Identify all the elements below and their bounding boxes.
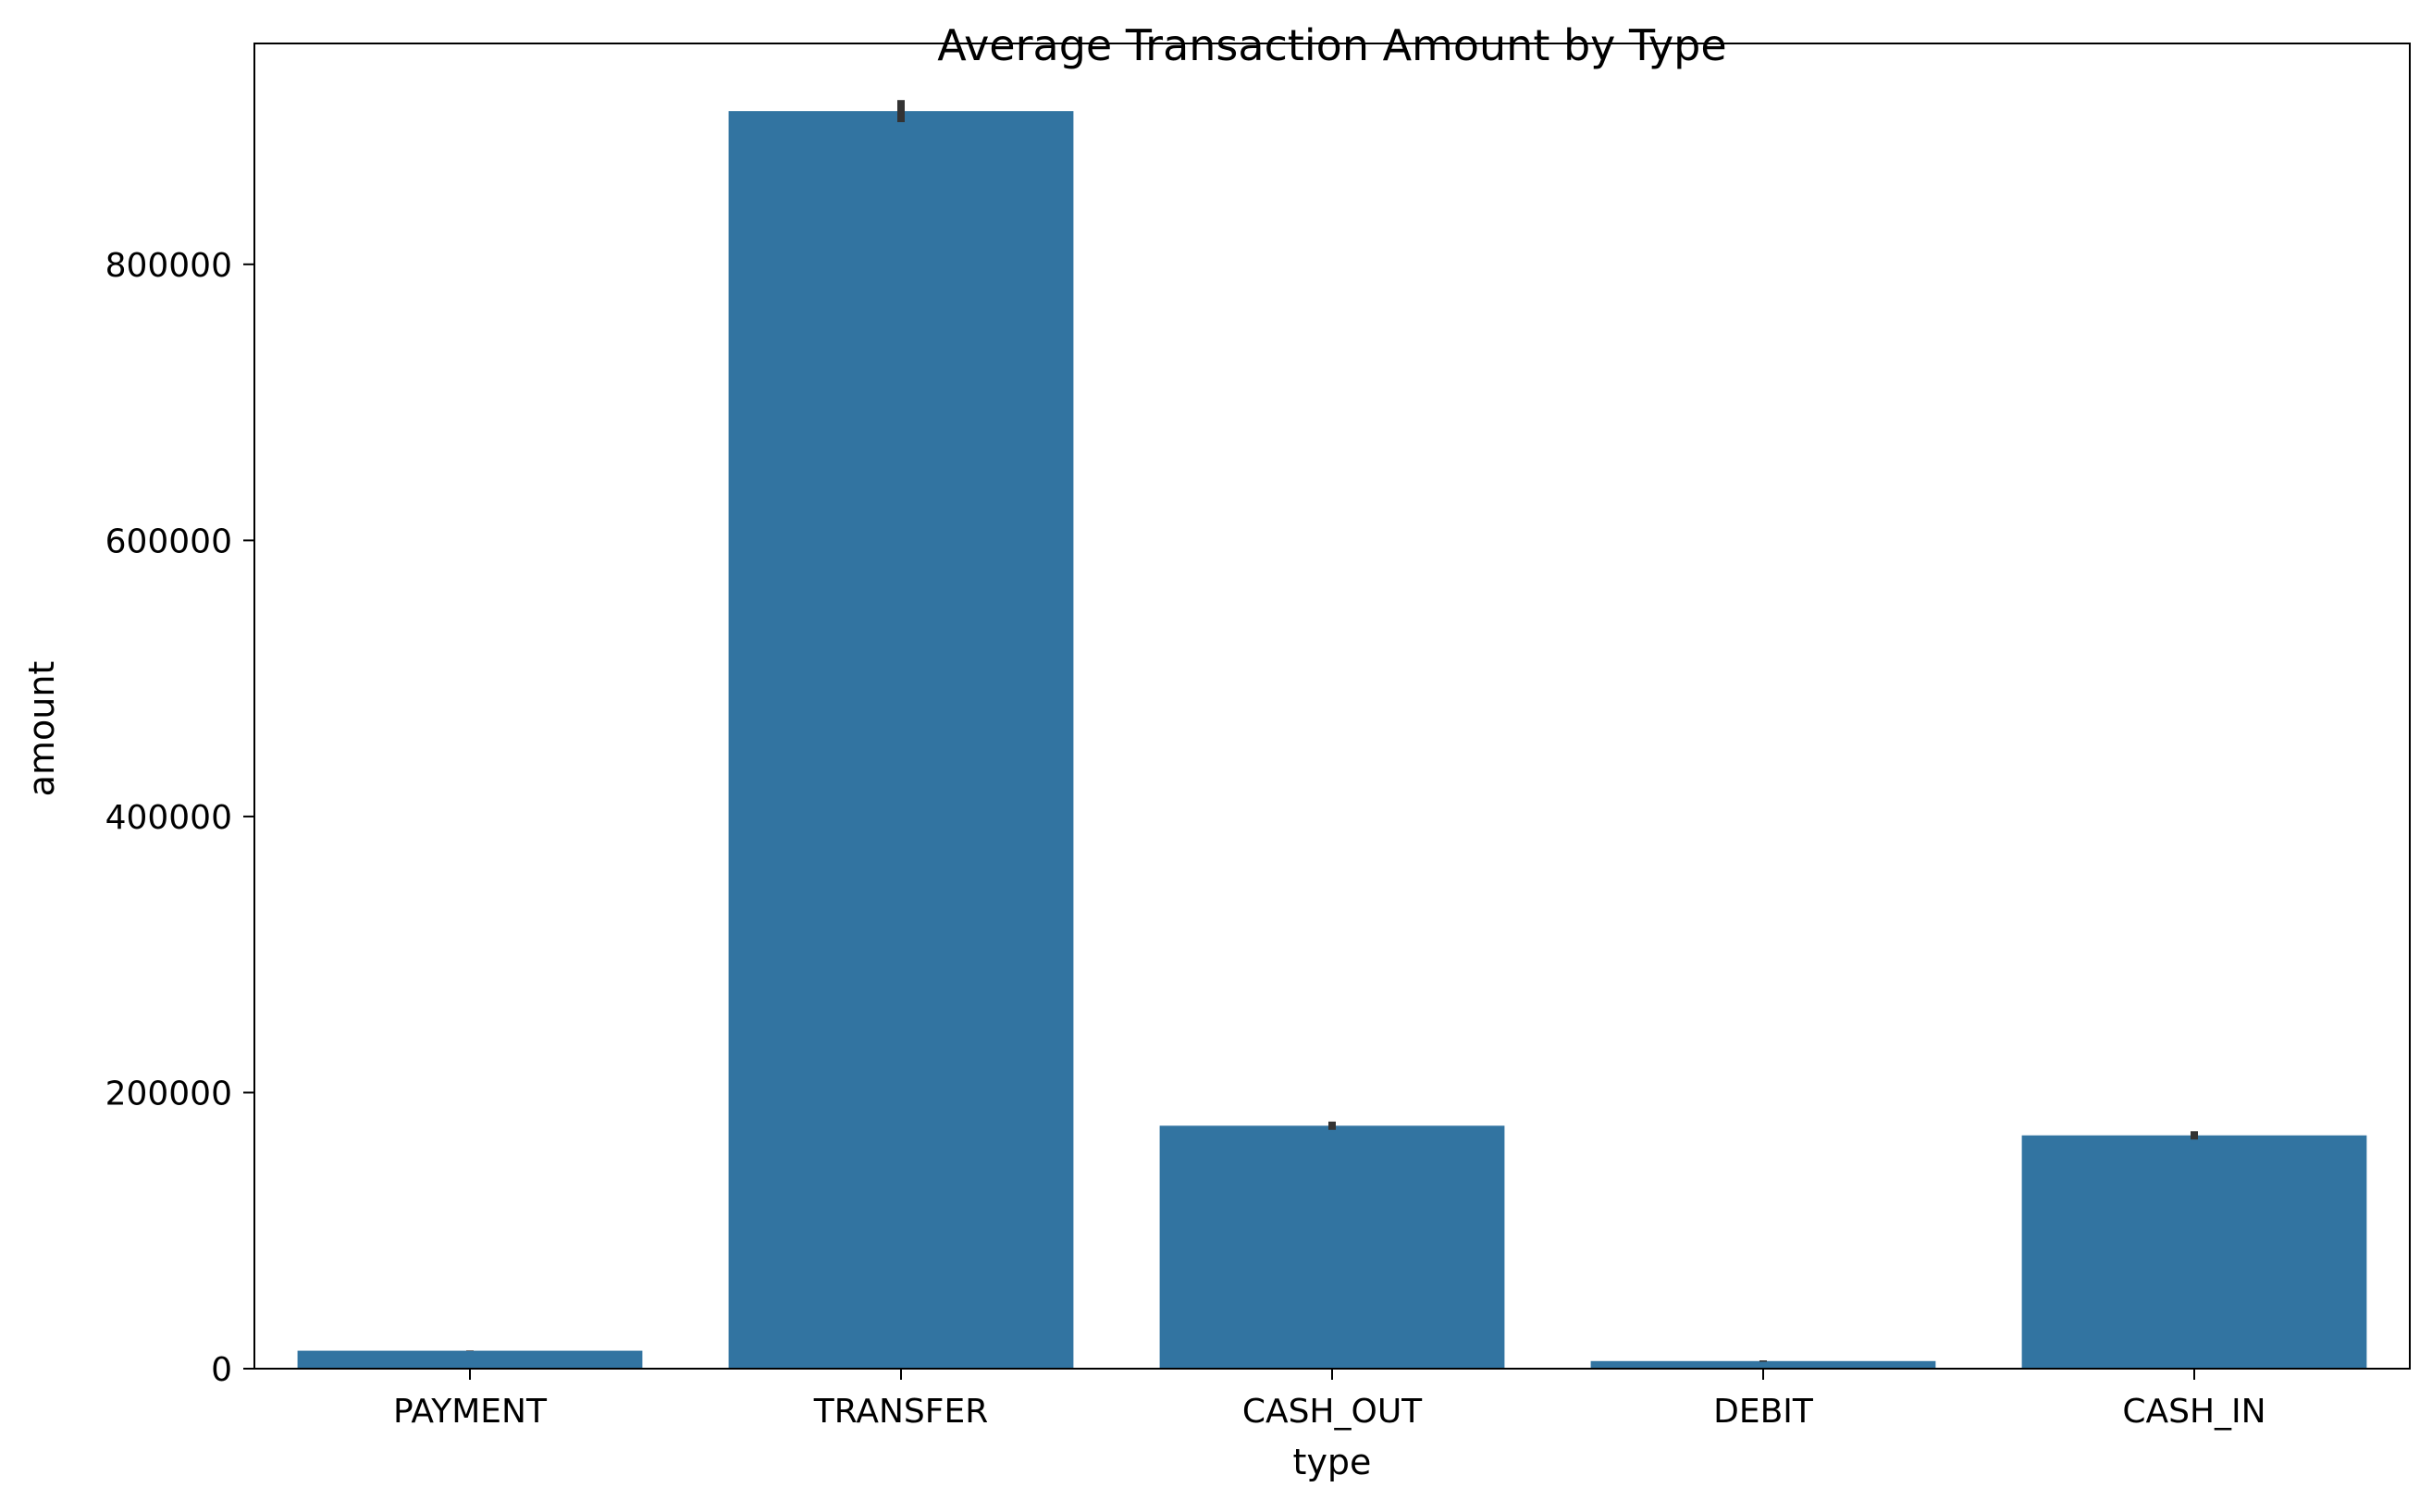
- x-tick-label-debit: DEBIT: [1713, 1393, 1814, 1431]
- x-tick-label-transfer: TRANSFER: [813, 1393, 988, 1431]
- bar-payment: [297, 1350, 643, 1369]
- bars-layer: [297, 111, 2367, 1370]
- y-tick-label: 800000: [105, 247, 232, 285]
- error-bars-layer: [466, 100, 2198, 1362]
- bar-cash-out: [1159, 1125, 1505, 1369]
- x-tick-label-cash-out: CASH_OUT: [1242, 1393, 1423, 1431]
- y-tick-label: 400000: [105, 799, 232, 837]
- bar-transfer: [728, 111, 1074, 1370]
- x-tick-label-payment: PAYMENT: [393, 1393, 548, 1431]
- x-tick-label-cash-in: CASH_IN: [2122, 1393, 2265, 1431]
- x-axis-label: type: [1293, 1442, 1372, 1482]
- y-tick-label: 200000: [105, 1075, 232, 1112]
- y-tick-label: 0: [211, 1351, 232, 1389]
- bar-cash-in: [2021, 1135, 2367, 1369]
- y-axis-label: amount: [21, 661, 62, 797]
- ticks-layer: PAYMENT TRANSFER CASH_OUT DEBIT CASH_IN 0 2000…: [105, 247, 2266, 1431]
- chart-title: Average Transaction Amount by Type: [937, 20, 1726, 70]
- y-tick-label: 600000: [105, 522, 232, 560]
- bar-debit: [1590, 1360, 1936, 1369]
